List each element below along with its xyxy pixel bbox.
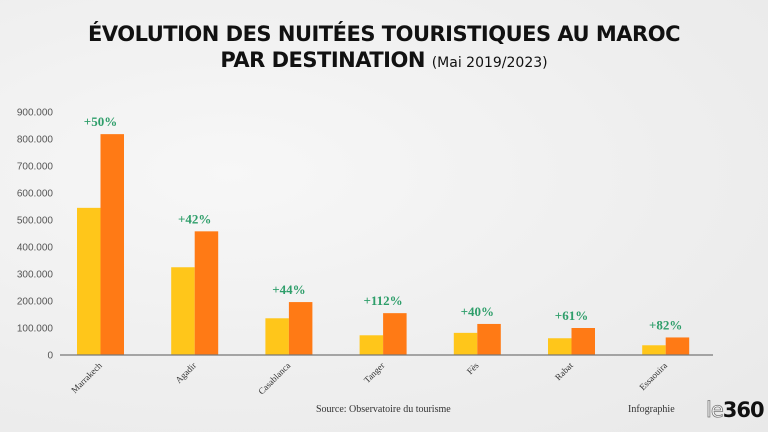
category-label: Agadir [173,360,198,385]
y-tick-label: 600.000 [17,189,54,200]
bar-2019 [642,345,666,355]
growth-label: +40% [461,304,494,319]
bar-2023 [288,302,313,355]
growth-label: +61% [555,308,588,323]
growth-label: +112% [363,293,402,308]
bar-2019 [453,332,478,355]
bar-2023 [665,337,690,355]
category-label: Marrakech [69,360,104,395]
category-label: Essaouira [637,360,669,392]
growth-label: +50% [84,114,117,129]
growth-label: +42% [178,211,211,226]
category-labels: Marrakech Agadir Casablanca Tanger Fès Rabat E… [69,360,669,396]
y-tick-label: 200.000 [17,297,54,308]
bar-2019 [265,318,289,355]
title-line-1: ÉVOLUTION DES NUITÉES TOURISTIQUES AU MA… [88,22,680,46]
bar-2023 [571,328,595,355]
category-label: Rabat [553,360,575,382]
bar-2023 [194,231,219,355]
bar-2023 [383,313,407,355]
logo-le: le [706,398,725,423]
category-label: Fès [465,360,481,376]
bar-2019 [359,335,384,355]
growth-label: +44% [272,282,305,297]
bar-2019 [77,207,101,355]
title-line-2: PAR DESTINATION (Mai 2019/2023) [0,47,768,76]
bar-2023 [100,134,124,355]
category-label: Casablanca [256,360,292,396]
bar-2019 [171,267,195,355]
y-tick-label: 0 [47,351,53,362]
growth-labels: +50% +42% +44% +112% +40% +61% +82% [84,114,683,332]
category-label: Tanger [362,360,387,385]
y-axis-ticks: 0 100.000 200.000 300.000 400.000 500.000 600.… [17,108,54,362]
logo-360: 360 [722,398,765,422]
title-period: (Mai 2019/2023) [431,55,548,71]
y-tick-label: 800.000 [17,135,54,146]
y-tick-label: 900.000 [17,108,54,119]
title-destination: PAR DESTINATION [220,48,425,72]
growth-label: +82% [649,317,682,332]
credit-label: Infographie [628,404,675,415]
y-tick-label: 700.000 [17,162,54,173]
y-tick-label: 100.000 [17,324,54,335]
bars [77,134,690,355]
le360-logo: le 360 [706,397,765,423]
bar-2019 [548,338,572,355]
y-tick-label: 400.000 [17,243,54,254]
bar-2023 [477,323,501,355]
y-tick-label: 500.000 [17,216,54,227]
source-note: Source: Observatoire du tourisme [316,404,451,415]
y-tick-label: 300.000 [17,270,54,281]
chart-title: ÉVOLUTION DES NUITÉES TOURISTIQUES AU MA… [0,21,768,76]
